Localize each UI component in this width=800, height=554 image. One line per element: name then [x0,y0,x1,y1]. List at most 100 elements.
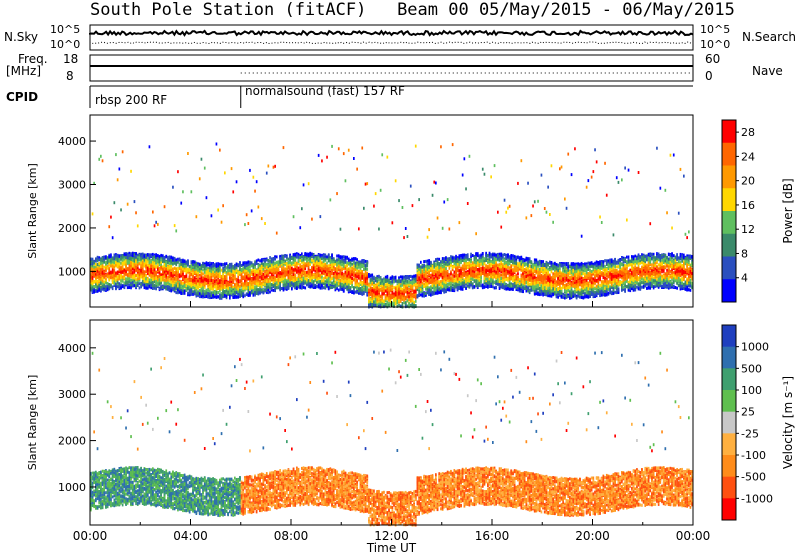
scatter-cell [304,258,306,261]
scatter-cell [328,268,330,271]
scatter-cell [184,275,186,278]
scatter-cell [172,288,174,291]
scatter-cell [226,295,228,298]
scatter-cell [333,282,335,285]
scatter-cell [244,269,246,272]
scatter-cell [328,277,330,280]
scatter-cell [259,282,261,285]
scatter-cell [315,274,317,277]
scatter-cell [196,279,198,282]
scatter-cell [251,279,253,282]
scatter-cell [103,270,105,273]
scatter-cell [98,284,100,287]
scatter-cell [336,268,338,271]
scatter-cell [186,262,188,265]
scatter-cell [130,267,132,270]
scatter-cell [304,265,306,268]
scatter-cell [321,159,323,162]
scatter-cell [358,227,360,230]
scatter-cell [170,277,172,280]
scatter-cell [155,221,157,224]
scatter-cell [246,275,248,278]
scatter-cell [345,267,347,270]
scatter-cell [259,259,261,262]
scatter-cell [189,279,191,282]
scatter-cell [154,277,156,280]
scatter-cell [97,257,99,260]
scatter-cell [231,285,233,288]
scatter-cell [207,275,209,278]
scatter-cell [231,265,233,268]
scatter-cell [254,281,256,284]
scatter-cell [129,260,131,263]
scatter-cell [256,276,258,279]
scatter-cell [164,263,166,266]
scatter-cell [98,288,100,291]
scatter-cell [231,274,233,277]
scatter-cell [124,253,126,256]
scatter-cell [134,277,136,280]
scatter-cell [155,271,157,274]
scatter-cell [202,280,204,283]
scatter-cell [304,253,306,256]
scatter-cell [279,261,281,264]
scatter-cell [276,264,278,267]
scatter-cell [232,296,234,299]
scatter-cell [346,264,348,267]
scatter-cell [139,257,141,260]
scatter-cell [251,271,253,274]
scatter-cell [206,295,208,298]
scatter-cell [201,277,203,280]
scatter-cell [299,259,301,262]
scatter-cell [154,268,156,271]
scatter-cell [219,275,221,278]
scatter-cell [95,257,97,260]
scatter-cell [268,278,270,281]
scatter-cell [326,273,328,276]
scatter-cell [278,286,280,289]
scatter-cell [256,259,258,262]
scatter-cell [254,285,256,288]
scatter-cell [164,205,166,208]
scatter-cell [199,292,201,295]
scatter-cell [360,288,362,291]
scatter-cell [214,285,216,288]
scatter-cell [122,254,124,257]
scatter-cell [194,292,196,295]
scatter-cell [343,273,345,276]
scatter-cell [202,272,204,275]
scatter-cell [254,266,256,269]
scatter-cell [308,266,310,269]
scatter-cell [103,261,105,264]
scatter-cell [271,277,273,280]
scatter-cell [326,268,328,271]
scatter-cell [139,277,141,280]
scatter-cell [207,263,209,266]
scatter-cell [331,282,333,285]
scatter-cell [244,277,246,280]
scatter-cell [227,272,229,275]
scatter-cell [298,260,300,263]
scatter-cell [129,254,131,257]
scatter-cell [227,291,229,294]
scatter-cell [263,263,265,266]
scatter-cell [219,281,221,284]
scatter-cell [311,218,313,221]
scatter-cell [135,282,137,285]
scatter-cell [249,285,251,288]
scatter-cell [170,269,172,272]
scatter-cell [301,207,303,210]
scatter-cell [206,196,208,199]
scatter-cell [338,289,340,292]
scatter-cell [249,265,251,268]
scatter-cell [187,280,189,283]
scatter-cell [139,282,141,285]
scatter-cell [313,284,315,287]
scatter-cell [263,288,265,291]
scatter-cell [279,285,281,288]
scatter-cell [207,289,209,292]
scatter-cell [164,260,166,263]
scatter-cell [182,292,184,295]
scatter-cell [97,276,99,279]
scatter-cell [207,272,209,275]
